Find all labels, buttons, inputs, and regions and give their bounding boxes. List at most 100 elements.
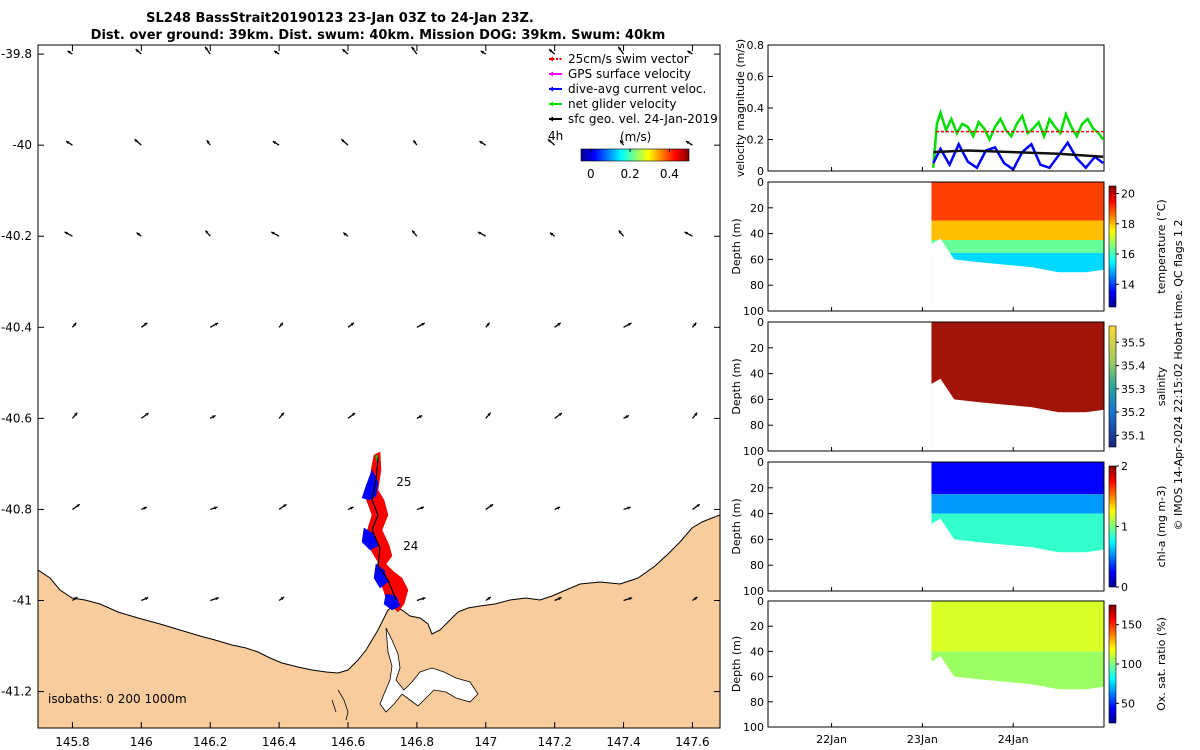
map-y-tick-label: -40.6 xyxy=(1,411,32,425)
y-tick-label: 60 xyxy=(750,671,764,684)
velocity-vector-head xyxy=(204,46,209,51)
seabed-mask xyxy=(931,238,1104,311)
colorbar-label: temperature (°C) xyxy=(1155,199,1168,293)
y-tick-label: 80 xyxy=(750,696,764,709)
map-y-tick-label: -39.8 xyxy=(1,47,32,61)
velocity-vector-head xyxy=(620,140,624,144)
velocity-vector-head xyxy=(479,141,483,145)
map-panel: 145.8 146 146.2 146.4 146.6 146.8 147 147.2 147.… xyxy=(1,44,721,749)
profile-layer xyxy=(931,601,1104,652)
sfc-velocity-field xyxy=(64,46,701,602)
profile-panel: 0 20 40 60 80 100 Depth (m) 14 16 18 20 temperature… xyxy=(730,176,1168,318)
y-tick-label: 80 xyxy=(750,279,764,292)
legend-label: GPS surface velocity xyxy=(568,67,691,81)
colorbar-unit: (m/s) xyxy=(620,130,651,144)
velocity-vector-head xyxy=(558,412,562,417)
time-axis: 22Jan 23Jan 24Jan xyxy=(816,167,1029,746)
velocity-vector-head xyxy=(135,49,140,53)
colorbar-label: salinity xyxy=(1155,366,1168,406)
chart-title-line1: SL248 BassStrait20190123 23-Jan 03Z to 2… xyxy=(146,11,534,26)
map-y-axis: -39.8 -40 -40.2 -40.4 -40.6 -40.8 -41 -41.2 xyxy=(1,47,720,699)
velocity-vector-head xyxy=(283,504,287,508)
velocity-vector-head xyxy=(420,506,425,510)
legend-swatch-head xyxy=(549,71,553,77)
colorbar-tick-label: 150 xyxy=(1121,619,1142,632)
y-axis-label: Depth (m) xyxy=(730,358,743,414)
colorbar xyxy=(1108,604,1117,724)
colorbar-tick-label: 14 xyxy=(1121,278,1135,291)
velocity-vector-head xyxy=(73,322,77,327)
y-tick-label: 0.6 xyxy=(747,71,765,84)
colorbar-tick-label: 1 xyxy=(1121,521,1128,534)
y-tick-label: 0 xyxy=(757,176,764,189)
colorbar-tick-label: 0 xyxy=(587,167,595,181)
velocity-vector-head xyxy=(272,141,277,145)
velocity-vector-head xyxy=(486,322,490,327)
profile-layer xyxy=(931,462,1104,495)
profile-layer xyxy=(931,220,1104,241)
velocity-vector-head xyxy=(549,49,553,53)
colorbar-tick-label: 35.3 xyxy=(1121,383,1146,396)
y-tick-label: 60 xyxy=(750,253,764,266)
velocity-vector-head xyxy=(145,412,149,417)
colorbar-tick-label: 35.5 xyxy=(1121,336,1146,349)
velocity-vector-head xyxy=(558,597,562,601)
chart-title-line2: Dist. over ground: 39km. Dist. swum: 40k… xyxy=(91,28,666,43)
velocity-vector-head xyxy=(687,50,691,54)
y-tick-label: 0 xyxy=(757,316,764,329)
velocity-vector-head xyxy=(212,415,216,419)
colorbar-tick-label: 50 xyxy=(1121,697,1135,710)
profile-panel: 0 20 40 60 80 100 Depth (m) 50 100 150 Ox. sat. ra… xyxy=(730,595,1168,734)
seabed-mask xyxy=(931,656,1104,727)
colorbar-tick-label: 0.2 xyxy=(621,167,640,181)
y-tick-label: 20 xyxy=(750,342,764,355)
colorbar-duration-label: 4h xyxy=(548,129,563,143)
speed-colorbar: 4h (m/s) 0 0.2 0.4 xyxy=(548,129,690,181)
day-labels: 25 24 xyxy=(396,475,418,553)
colorbar-tick-label: 35.1 xyxy=(1121,429,1146,442)
day-label: 25 xyxy=(396,475,411,489)
y-tick-label: 60 xyxy=(750,533,764,546)
velocity-vector-head xyxy=(144,597,149,601)
glider-track xyxy=(361,451,409,613)
isobaths-label: isobaths: 0 200 1000m xyxy=(48,692,187,706)
y-tick-label: 0 xyxy=(757,165,764,178)
velocity-vector-head xyxy=(413,140,417,144)
velocity-vector-head xyxy=(693,322,697,327)
velocity-vector-head xyxy=(480,50,485,54)
legend-label: sfc geo. vel. 24-Jan-2019 xyxy=(568,112,718,126)
velocity-vector-head xyxy=(274,50,278,54)
y-axis-label: velocity magnitude (m/s) xyxy=(734,39,747,177)
velocity-vector-head xyxy=(134,139,138,143)
y-tick-label: 0.8 xyxy=(747,39,765,52)
map-x-tick-label: 146.2 xyxy=(193,735,227,749)
seabed-mask xyxy=(931,518,1104,591)
colorbar-tick-label: 35.4 xyxy=(1121,360,1146,373)
velocity-vector-head xyxy=(618,230,622,234)
colorbar-gradient xyxy=(580,148,690,162)
glider-track-current xyxy=(361,469,401,611)
velocity-vector-head xyxy=(557,322,561,326)
velocity-vector-head xyxy=(214,322,219,326)
velocity-vector-head xyxy=(547,139,552,143)
velocity-vector-head xyxy=(686,141,690,145)
velocity-vector-head xyxy=(271,231,275,235)
y-tick-label: 40 xyxy=(750,228,764,241)
velocity-vector-head xyxy=(76,504,80,508)
colorbar-tick-label: 18 xyxy=(1121,218,1135,231)
velocity-vector-head xyxy=(206,140,210,144)
colorbar-tick-label: 20 xyxy=(1121,188,1135,201)
y-tick-label: 0.4 xyxy=(747,102,765,115)
velocity-vector-head xyxy=(73,597,78,601)
colorbar-label: chl-a (mg m-3) xyxy=(1155,486,1168,568)
y-tick-label: 40 xyxy=(750,508,764,521)
velocity-vector-head xyxy=(618,46,622,51)
velocity-vector-head xyxy=(215,597,219,601)
y-tick-label: 100 xyxy=(743,305,764,318)
colorbar xyxy=(1108,465,1117,588)
legend-swatch-head xyxy=(549,101,553,107)
velocity-vector-head xyxy=(627,506,631,510)
glider-track-centerline xyxy=(371,457,397,601)
